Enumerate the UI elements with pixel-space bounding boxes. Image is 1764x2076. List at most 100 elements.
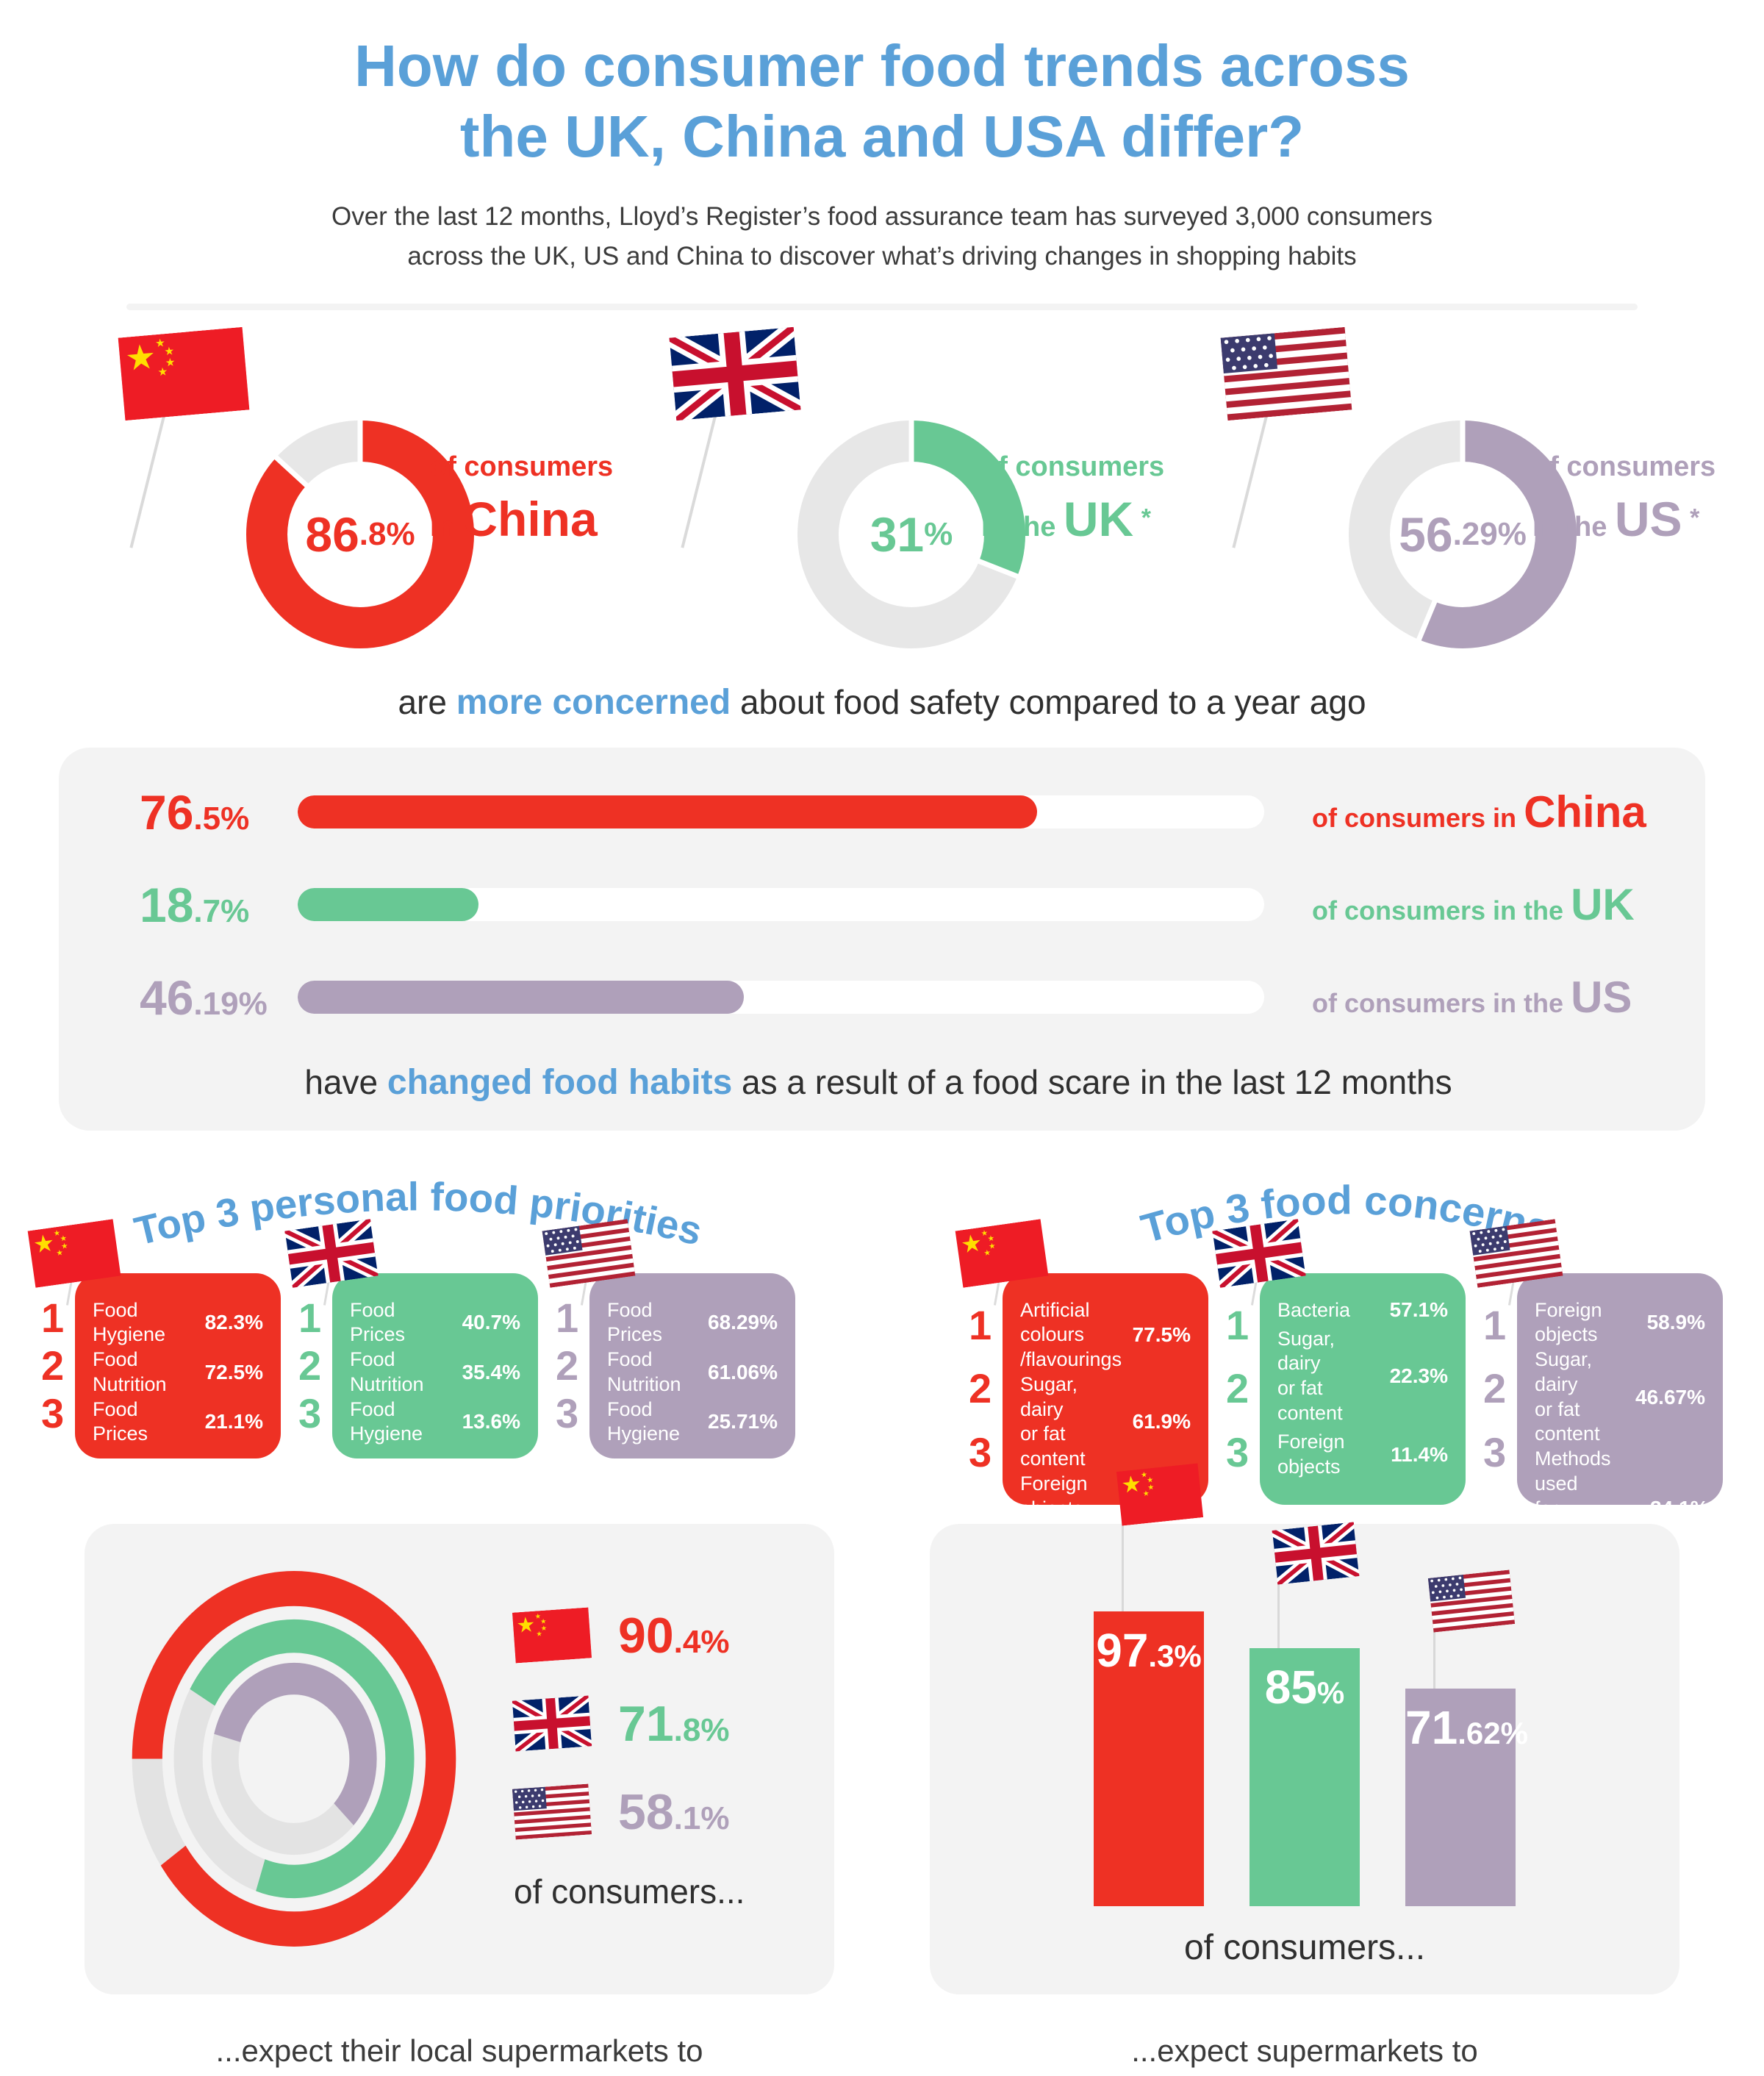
priorities-cards: 1 2 3 Food Hygiene 82.3% Food Nutrition 72…: [41, 1273, 795, 1458]
card-item: Food Nutrition 72.5%: [93, 1348, 263, 1395]
china-vbar-value: 97.3%: [1096, 1623, 1202, 1677]
concerns-cards: 1 2 3 Artificial colours /flavourings 77.…: [969, 1273, 1723, 1569]
vertical-bar-chart: 97.3% 85% 71.62%: [930, 1603, 1679, 1906]
uk-flag-icon: [669, 326, 800, 420]
rank-number: 2: [556, 1342, 579, 1389]
title-line-1: How do consumer food trends across: [354, 33, 1410, 99]
us-donut-value: 56.29%: [1399, 507, 1527, 562]
legend-row-us: 58.1%: [514, 1783, 745, 1841]
card-item: Sugar, dairy or fat content 46.67%: [1535, 1348, 1705, 1445]
uk-bar-label: of consumers in the UK: [1312, 880, 1635, 929]
priorities-china: 1 2 3 Food Hygiene 82.3% Food Nutrition 72…: [41, 1273, 281, 1458]
divider-line: [126, 303, 1638, 310]
subtitle-line-2: across the UK, US and China to discover …: [407, 242, 1357, 271]
rank-number: 1: [41, 1294, 65, 1341]
uk-bar-value: 18.7%: [140, 877, 250, 932]
flagpole: [1122, 1518, 1124, 1611]
priorities-card-us: Food Prices 68.29% Food Nutrition 61.06% F…: [589, 1273, 795, 1458]
china-flag-icon: [1116, 1463, 1203, 1525]
us-vbar: 71.62%: [1405, 1689, 1528, 1906]
legend-row-china: 90.4%: [514, 1607, 745, 1664]
china-flag-icon: [512, 1607, 592, 1663]
concerns-uk: 1 2 3 Bacteria 57.1% Sugar, dairy or fat …: [1226, 1273, 1466, 1505]
priorities-card-china: Food Hygiene 82.3% Food Nutrition 72.5% Fo…: [75, 1273, 281, 1458]
vbars-caption: of consumers...: [1183, 1928, 1426, 1967]
concentric-rings-chart: [132, 1571, 456, 1947]
top3-cards-row: 1 2 3 Food Hygiene 82.3% Food Nutrition 72…: [0, 1273, 1764, 1569]
china-bar-fill: [298, 795, 1037, 828]
concerns-card-china: Artificial colours /flavourings 77.5% Sug…: [1003, 1273, 1208, 1520]
rank-number: 3: [1483, 1428, 1507, 1475]
us-flag-icon: [512, 1783, 592, 1839]
uk-donut-label: of consumers in the UK *: [981, 451, 1165, 547]
card-item: Food Hygiene 82.3%: [93, 1298, 263, 1346]
food-habits-panel: 76.5% of consumers in China 18.7% of con…: [59, 747, 1705, 1131]
china-donut-chart: [246, 420, 474, 648]
us-bar-label: of consumers in the US: [1312, 973, 1632, 1022]
bottom-panels: 90.4% 71.8% 58.1% of consumers...: [0, 1524, 1764, 1994]
china-donut-value: 86.8%: [305, 507, 415, 562]
us-flag-icon: [1220, 326, 1352, 420]
rank-column: 1 2 3: [298, 1273, 332, 1458]
rank-column: 1 2 3: [1483, 1273, 1517, 1505]
us-flag-pole: [1430, 1574, 1513, 1689]
concerns-card-us: Foreign objects 58.9% Sugar, dairy or fat…: [1517, 1273, 1723, 1569]
rank-number: 1: [1483, 1302, 1507, 1349]
title-line-2: the UK, China and USA differ?: [459, 104, 1305, 169]
rank-column: 1 2 3: [41, 1273, 75, 1458]
sustainable-footer: ...expect supermarkets to only stock foo…: [1131, 2033, 1478, 2068]
card-item: Sugar, dairy or fat content 61.9%: [1020, 1372, 1191, 1470]
china-flag-icon: [27, 1219, 121, 1288]
rank-number: 1: [969, 1302, 992, 1349]
us-vbar-value: 71.62%: [1405, 1701, 1528, 1755]
us-flag-icon: [1427, 1570, 1515, 1633]
rank-number: 3: [298, 1390, 322, 1437]
donut-uk: 31% of consumers in the UK *: [610, 332, 1164, 678]
china-donut-label: of consumers in China: [430, 451, 614, 547]
page-title: How do consumer food trends across the U…: [0, 31, 1764, 172]
us-donut-label: of consumers in the US *: [1532, 451, 1716, 547]
subtitle-line-1: Over the last 12 months, Lloyd’s Registe…: [331, 202, 1433, 231]
uk-vbar: 85%: [1250, 1648, 1360, 1906]
uk-flag-icon: [284, 1219, 379, 1288]
concerns-china: 1 2 3 Artificial colours /flavourings 77.…: [969, 1273, 1208, 1520]
rank-number: 3: [1226, 1428, 1250, 1475]
china-bar-value: 76.5%: [140, 784, 250, 840]
rank-column: 1 2 3: [969, 1273, 1003, 1505]
us-donut-chart: [1349, 420, 1577, 648]
card-item: Food Nutrition 61.06%: [607, 1348, 778, 1395]
rank-number: 3: [969, 1428, 992, 1475]
uk-bar-track: [298, 888, 1264, 921]
legend-row-uk: 71.8%: [514, 1695, 745, 1753]
flagpole: [1433, 1625, 1435, 1689]
sustainable-panel: 97.3% 85% 71.62% of consum: [930, 1524, 1679, 1994]
rank-number: 1: [298, 1294, 322, 1341]
rank-number: 2: [969, 1365, 992, 1412]
habit-bar-row-us: 46.19% of consumers in the US: [140, 970, 1632, 1026]
card-item: Sugar, dairy or fat content 22.3%: [1277, 1327, 1448, 1424]
panel-footers: ...expect their local supermarkets to kn…: [0, 2027, 1764, 2076]
card-item: Bacteria 57.1%: [1277, 1298, 1448, 1322]
card-item: Food Nutrition 35.4%: [350, 1348, 520, 1395]
china-bar-label: of consumers in China: [1312, 787, 1646, 837]
donut-us: 56.29% of consumers in the US *: [1161, 332, 1715, 678]
card-item: Artificial colours /flavourings 77.5%: [1020, 1298, 1191, 1371]
priorities-heading: Top 3 personal food priorities: [130, 1174, 706, 1253]
uk-donut-value: 31%: [870, 507, 953, 562]
ingredients-panel: 90.4% 71.8% 58.1% of consumers...: [85, 1523, 834, 1994]
rank-number: 1: [1226, 1302, 1250, 1349]
rank-number: 2: [41, 1342, 65, 1389]
china-flag-icon: [118, 326, 249, 420]
rings-caption: of consumers...: [514, 1872, 745, 1911]
rank-number: 3: [556, 1390, 579, 1437]
food-habits-caption: have changed food habits as a result of …: [304, 1062, 1452, 1102]
us-bar-fill: [298, 981, 745, 1014]
flagpole: [1277, 1578, 1280, 1649]
uk-bar-fill: [298, 888, 478, 921]
rank-number: 3: [41, 1390, 65, 1437]
uk-flag-icon: [1272, 1522, 1359, 1585]
concerns-card-uk: Bacteria 57.1% Sugar, dairy or fat conten…: [1260, 1273, 1466, 1505]
us-flag-icon: [542, 1219, 636, 1288]
uk-flag-icon: [1212, 1219, 1306, 1288]
